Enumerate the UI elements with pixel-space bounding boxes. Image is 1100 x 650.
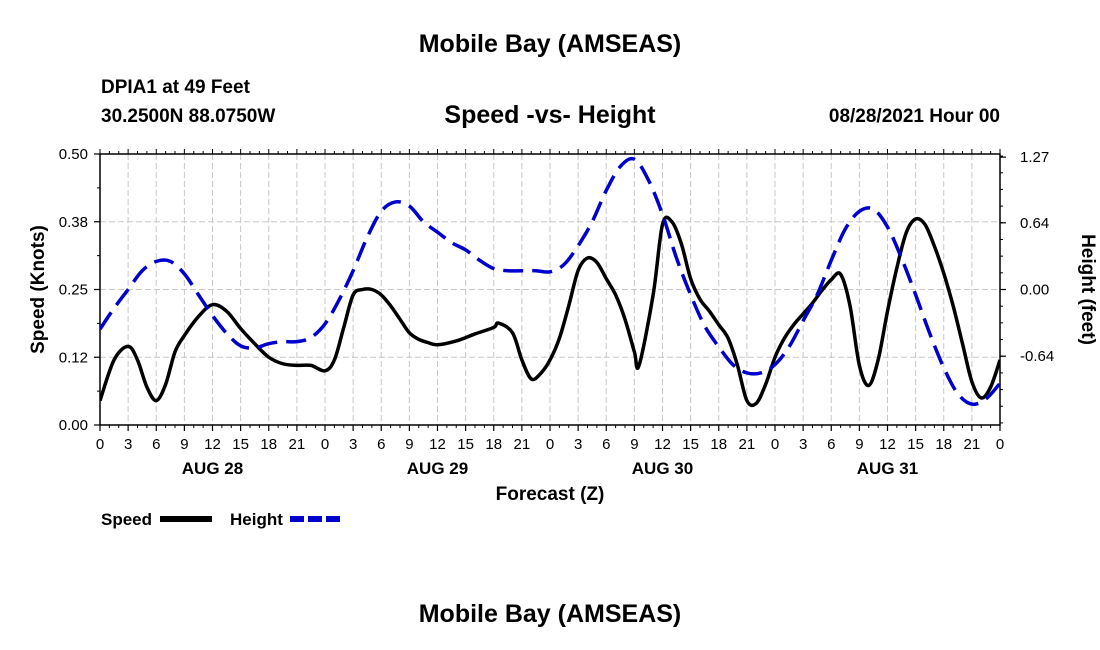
x-tick-label: 6 bbox=[152, 436, 160, 453]
x-day-label: AUG 29 bbox=[407, 459, 468, 478]
y-tick-label: 0.25 bbox=[59, 282, 88, 299]
y-tick-label: 0.12 bbox=[59, 349, 88, 366]
y2-tick-label: 0.64 bbox=[1020, 215, 1049, 232]
footer-title: Mobile Bay (AMSEAS) bbox=[418, 600, 682, 628]
x-tick-label: 12 bbox=[429, 436, 446, 453]
x-tick-label: 12 bbox=[204, 436, 221, 453]
x-tick-label: 18 bbox=[935, 436, 952, 453]
x-tick-label: 0 bbox=[321, 436, 329, 453]
forecast-datetime: 08/28/2021 Hour 00 bbox=[828, 106, 1000, 127]
x-tick-label: 9 bbox=[180, 436, 188, 453]
x-tick-label: 12 bbox=[654, 436, 671, 453]
x-axis-title: Forecast (Z) bbox=[496, 484, 605, 505]
x-day-label: AUG 28 bbox=[182, 459, 243, 478]
x-tick-label: 6 bbox=[377, 436, 385, 453]
x-tick-label: 3 bbox=[349, 436, 357, 453]
chart-title: Speed -vs- Height bbox=[444, 101, 656, 129]
y2-tick-label: -0.64 bbox=[1020, 348, 1054, 365]
x-tick-label: 6 bbox=[827, 436, 835, 453]
y2-axis-title: Height (feet) bbox=[1077, 234, 1098, 345]
x-tick-label: 0 bbox=[96, 436, 104, 453]
station-label: DPIA1 at 49 Feet bbox=[101, 77, 250, 98]
y-tick-label: 0.50 bbox=[59, 146, 88, 163]
y-tick-label: 0.38 bbox=[59, 214, 88, 231]
x-tick-label: 0 bbox=[546, 436, 554, 453]
page-title: Mobile Bay (AMSEAS) bbox=[418, 30, 682, 58]
y2-tick-label: 0.00 bbox=[1020, 282, 1049, 299]
x-tick-label: 3 bbox=[799, 436, 807, 453]
x-tick-label: 21 bbox=[739, 436, 756, 453]
x-tick-label: 18 bbox=[710, 436, 727, 453]
x-tick-label: 9 bbox=[855, 436, 863, 453]
x-tick-label: 0 bbox=[771, 436, 779, 453]
x-tick-label: 0 bbox=[996, 436, 1004, 453]
y-tick-label: 0.00 bbox=[59, 417, 88, 434]
x-tick-label: 6 bbox=[602, 436, 610, 453]
series-line-speed bbox=[100, 215, 1000, 408]
x-day-label: AUG 31 bbox=[857, 459, 918, 478]
x-tick-label: 3 bbox=[574, 436, 582, 453]
x-tick-label: 15 bbox=[682, 436, 699, 453]
series-line-height bbox=[100, 156, 1000, 407]
x-tick-label: 21 bbox=[514, 436, 531, 453]
legend-label-height: Height bbox=[230, 510, 283, 529]
x-tick-label: 15 bbox=[457, 436, 474, 453]
x-tick-label: 15 bbox=[907, 436, 924, 453]
x-tick-label: 9 bbox=[630, 436, 638, 453]
x-tick-label: 9 bbox=[405, 436, 413, 453]
legend-label-speed: Speed bbox=[101, 510, 152, 529]
x-tick-label: 21 bbox=[964, 436, 981, 453]
x-day-label: AUG 30 bbox=[632, 459, 693, 478]
y-axis-title: Speed (Knots) bbox=[28, 225, 49, 354]
coordinates-label: 30.2500N 88.0750W bbox=[101, 106, 276, 127]
x-tick-label: 18 bbox=[485, 436, 502, 453]
x-tick-label: 3 bbox=[124, 436, 132, 453]
x-tick-label: 18 bbox=[260, 436, 277, 453]
x-tick-label: 12 bbox=[879, 436, 896, 453]
x-tick-label: 21 bbox=[289, 436, 306, 453]
y2-tick-label: 1.27 bbox=[1020, 149, 1049, 166]
x-tick-label: 15 bbox=[232, 436, 249, 453]
